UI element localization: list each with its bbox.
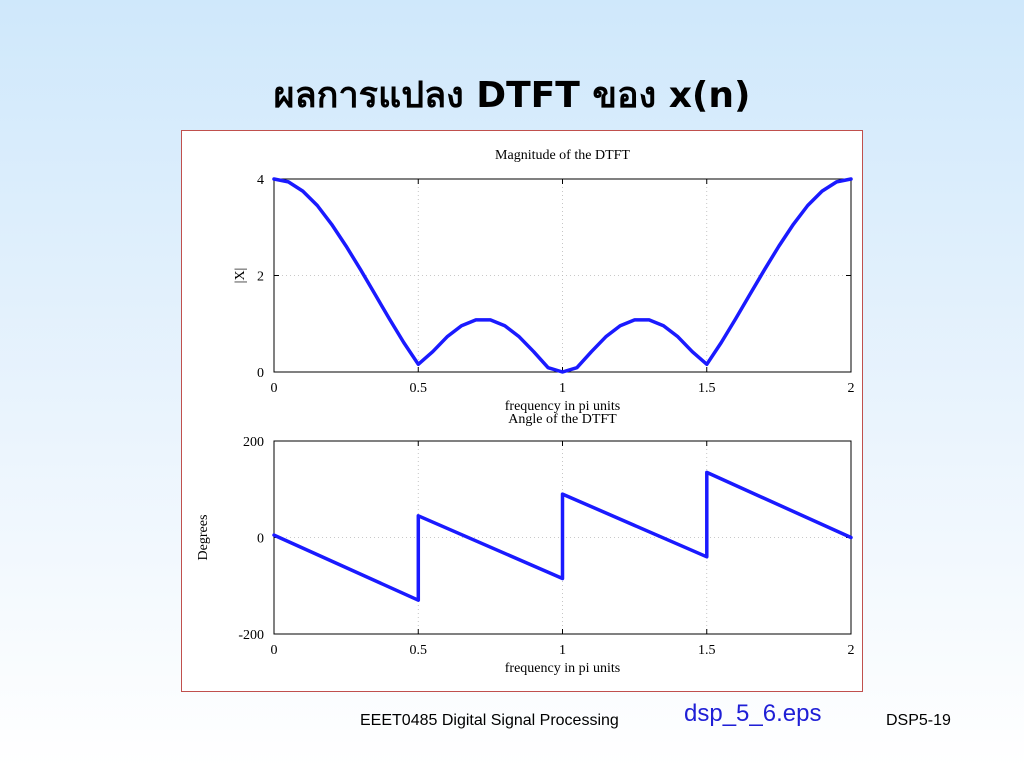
x-tick-label: 2 [848, 381, 855, 396]
y-tick-label: 0 [257, 532, 264, 547]
x-tick-label: 0 [271, 381, 278, 396]
y-axis-label: |X| [233, 268, 248, 284]
chart-title: Magnitude of the DTFT [495, 148, 630, 163]
footer-file-name: dsp_5_6.eps [684, 700, 822, 727]
angle-plot: 0 0.5 1 1.5 2 -200 0 200 Angle of the DTFT freque… [196, 412, 855, 676]
x-tick-label: 0 [271, 643, 278, 658]
y-axis-label: Degrees [196, 515, 211, 561]
y-tick-label: 0 [257, 366, 264, 381]
slide-title: ผลการแปลง DTFT ของ x(n) [273, 75, 751, 116]
chart-title: Angle of the DTFT [508, 412, 617, 427]
magnitude-plot: 0 0.5 1 1.5 2 0 2 4 Magnitude of the DTFT frequen… [233, 148, 855, 414]
y-tick-label: -200 [238, 628, 264, 643]
y-tick-label: 4 [257, 173, 264, 188]
x-tick-label: 1.5 [698, 643, 716, 658]
figure-canvas: 0 0.5 1 1.5 2 0 2 4 Magnitude of the DTFT frequen… [196, 148, 855, 676]
x-tick-label: 1 [559, 381, 566, 396]
series-line [272, 470, 853, 602]
x-tick-label: 0.5 [410, 643, 428, 658]
x-tick-label: 0.5 [410, 381, 428, 396]
footer-page-number: DSP5-19 [886, 712, 951, 729]
x-tick-label: 1.5 [698, 381, 716, 396]
x-tick-label: 1 [559, 643, 566, 658]
x-axis-label: frequency in pi units [505, 661, 620, 676]
figure-frame: 0 0.5 1 1.5 2 0 2 4 Magnitude of the DTFT frequen… [181, 130, 863, 692]
series-line [272, 177, 853, 374]
y-tick-label: 200 [243, 435, 264, 450]
footer-course-name: EEET0485 Digital Signal Processing [360, 712, 619, 729]
x-axis-label: frequency in pi units [505, 399, 620, 414]
x-tick-label: 2 [848, 643, 855, 658]
y-tick-label: 2 [257, 270, 264, 285]
